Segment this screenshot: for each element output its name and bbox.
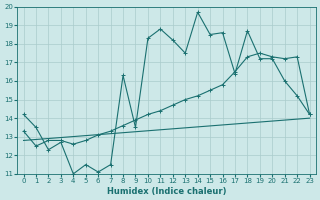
X-axis label: Humidex (Indice chaleur): Humidex (Indice chaleur)	[107, 187, 226, 196]
